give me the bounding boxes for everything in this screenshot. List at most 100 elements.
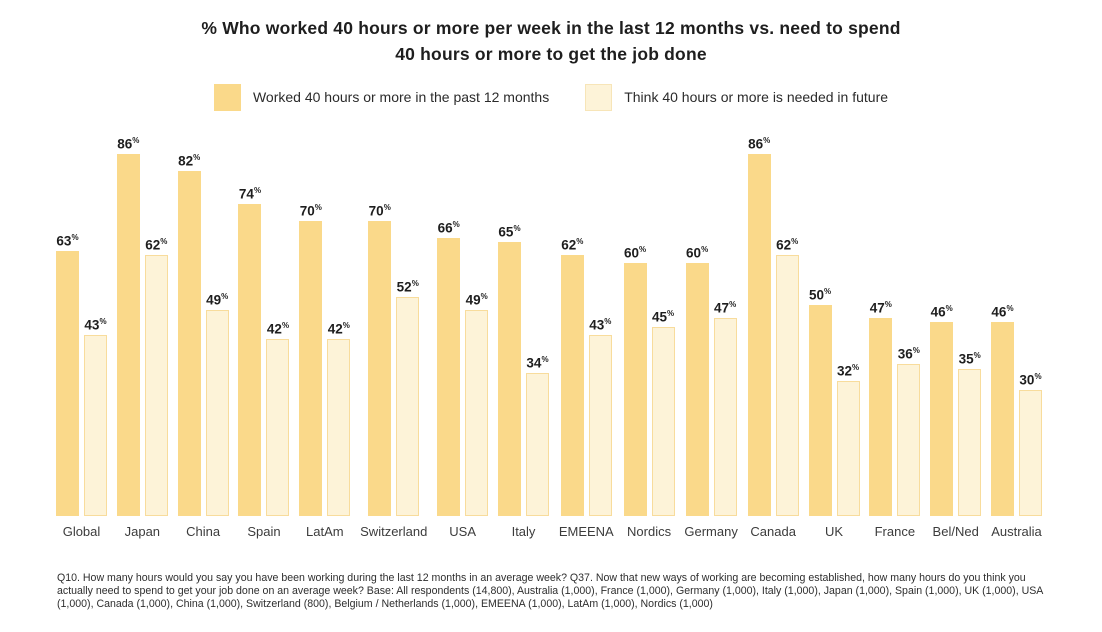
bar-future	[327, 339, 351, 516]
bar-group-spain: 74% 42% Spain	[238, 185, 290, 548]
legend-swatch-future	[585, 83, 613, 111]
bar-wrap-future: 32%	[836, 362, 860, 516]
bar-group-australia: 46% 30% Australia	[991, 304, 1042, 548]
bar-wrap-future: 43%	[588, 317, 612, 516]
bar-worked	[238, 204, 262, 516]
bar-value-label: 62%	[145, 236, 168, 253]
bar-wrap-future: 42%	[327, 320, 351, 516]
bar-value-label: 60%	[623, 244, 647, 261]
chart-legend: Worked 40 hours or more in the past 12 m…	[0, 83, 1102, 111]
bar-value-label: 62%	[561, 236, 584, 253]
bar-future	[396, 297, 420, 516]
bar-value-label: 63%	[56, 232, 79, 249]
bar-pair: 82% 49%	[177, 152, 229, 516]
bar-value-label: 49%	[206, 291, 229, 308]
bar-pair: 70% 52%	[368, 202, 420, 516]
bar-group-emeena: 62% 43% EMEENA	[559, 237, 614, 548]
bar-value-label: 45%	[651, 308, 675, 325]
legend-item-worked: Worked 40 hours or more in the past 12 m…	[213, 83, 550, 111]
bar-group-latam: 70% 42% LatAm	[299, 202, 351, 548]
bar-value-label: 74%	[238, 185, 262, 202]
legend-label-worked: Worked 40 hours or more in the past 12 m…	[252, 89, 550, 105]
bar-worked	[685, 263, 709, 516]
category-label: UK	[824, 524, 844, 539]
bar-value-label: 35%	[958, 350, 981, 367]
bar-worked	[299, 221, 323, 516]
bar-wrap-future: 49%	[205, 291, 229, 516]
bar-group-germany: 60% 47% Germany	[684, 245, 737, 548]
category-label: Japan	[124, 524, 161, 539]
bar-worked	[560, 255, 584, 516]
bar-pair: 60% 45%	[623, 244, 675, 516]
bar-pair: 62% 43%	[560, 236, 612, 516]
bar-future	[897, 364, 921, 516]
bar-value-label: 70%	[299, 202, 322, 219]
bar-pair: 46% 35%	[930, 303, 982, 516]
bar-value-label: 49%	[465, 291, 488, 308]
bar-value-label: 47%	[714, 299, 737, 316]
bar-pair: 86% 62%	[747, 136, 799, 516]
bar-wrap-worked: 82%	[177, 152, 201, 516]
category-label: Germany	[684, 524, 738, 539]
bar-value-label: 70%	[368, 202, 391, 219]
category-label: EMEENA	[558, 524, 614, 539]
bar-wrap-future: 34%	[526, 354, 549, 516]
bar-pair: 60% 47%	[685, 244, 737, 516]
bar-wrap-future: 49%	[465, 291, 489, 516]
bar-group-china: 82% 49% China	[177, 152, 229, 548]
bar-value-label: 60%	[686, 244, 709, 261]
bar-value-label: 82%	[178, 152, 201, 169]
bar-future	[266, 339, 290, 516]
category-label: Italy	[511, 524, 536, 539]
bar-future	[205, 310, 229, 516]
bar-group-bel-ned: 46% 35% Bel/Ned	[930, 303, 982, 548]
bar-wrap-worked: 62%	[560, 236, 584, 516]
bar-value-label: 46%	[991, 303, 1014, 320]
category-label: LatAm	[306, 524, 344, 539]
bar-value-label: 47%	[869, 299, 892, 316]
bar-worked	[368, 221, 392, 516]
category-label: Switzerland	[360, 524, 428, 539]
bar-wrap-future: 42%	[266, 320, 290, 516]
bar-wrap-future: 36%	[897, 345, 921, 516]
bar-future	[84, 335, 107, 516]
bar-pair: 86% 62%	[116, 136, 168, 516]
bar-worked	[991, 322, 1014, 516]
bar-value-label: 42%	[266, 320, 290, 337]
bar-worked	[116, 154, 140, 516]
bar-wrap-worked: 46%	[930, 303, 954, 516]
bar-value-label: 43%	[84, 316, 107, 333]
bar-pair: 63% 43%	[56, 232, 107, 516]
bar-value-label: 65%	[498, 223, 521, 240]
bar-wrap-future: 30%	[1019, 372, 1042, 516]
bar-future	[713, 318, 737, 516]
bar-wrap-worked: 60%	[685, 244, 709, 516]
bar-group-canada: 86% 62% Canada	[747, 136, 799, 548]
category-label: Nordics	[627, 524, 672, 539]
bar-future	[144, 255, 168, 516]
bar-value-label: 34%	[526, 354, 549, 371]
category-label: France	[874, 524, 916, 539]
bar-worked	[869, 318, 893, 516]
bar-pair: 70% 42%	[299, 202, 351, 516]
bar-wrap-worked: 74%	[238, 185, 262, 516]
bar-value-label: 46%	[930, 303, 953, 320]
bar-value-label: 36%	[897, 345, 920, 362]
category-label: USA	[449, 524, 477, 539]
bar-group-japan: 86% 62% Japan	[116, 136, 168, 548]
bar-worked	[623, 263, 647, 516]
legend-swatch-worked	[213, 83, 241, 111]
bar-pair: 65% 34%	[498, 223, 549, 516]
bar-wrap-future: 35%	[958, 350, 982, 516]
bar-value-label: 42%	[327, 320, 350, 337]
bar-group-france: 47% 36% France	[869, 299, 921, 548]
bar-wrap-worked: 46%	[991, 303, 1014, 516]
category-label: Global	[62, 524, 101, 539]
bar-group-usa: 66% 49% USA	[437, 220, 489, 548]
bar-group-nordics: 60% 45% Nordics	[623, 244, 675, 548]
bar-future	[958, 369, 982, 516]
bar-wrap-future: 47%	[713, 299, 737, 516]
bar-wrap-future: 45%	[651, 308, 675, 516]
bar-value-label: 32%	[836, 362, 860, 379]
bar-worked	[437, 238, 461, 516]
